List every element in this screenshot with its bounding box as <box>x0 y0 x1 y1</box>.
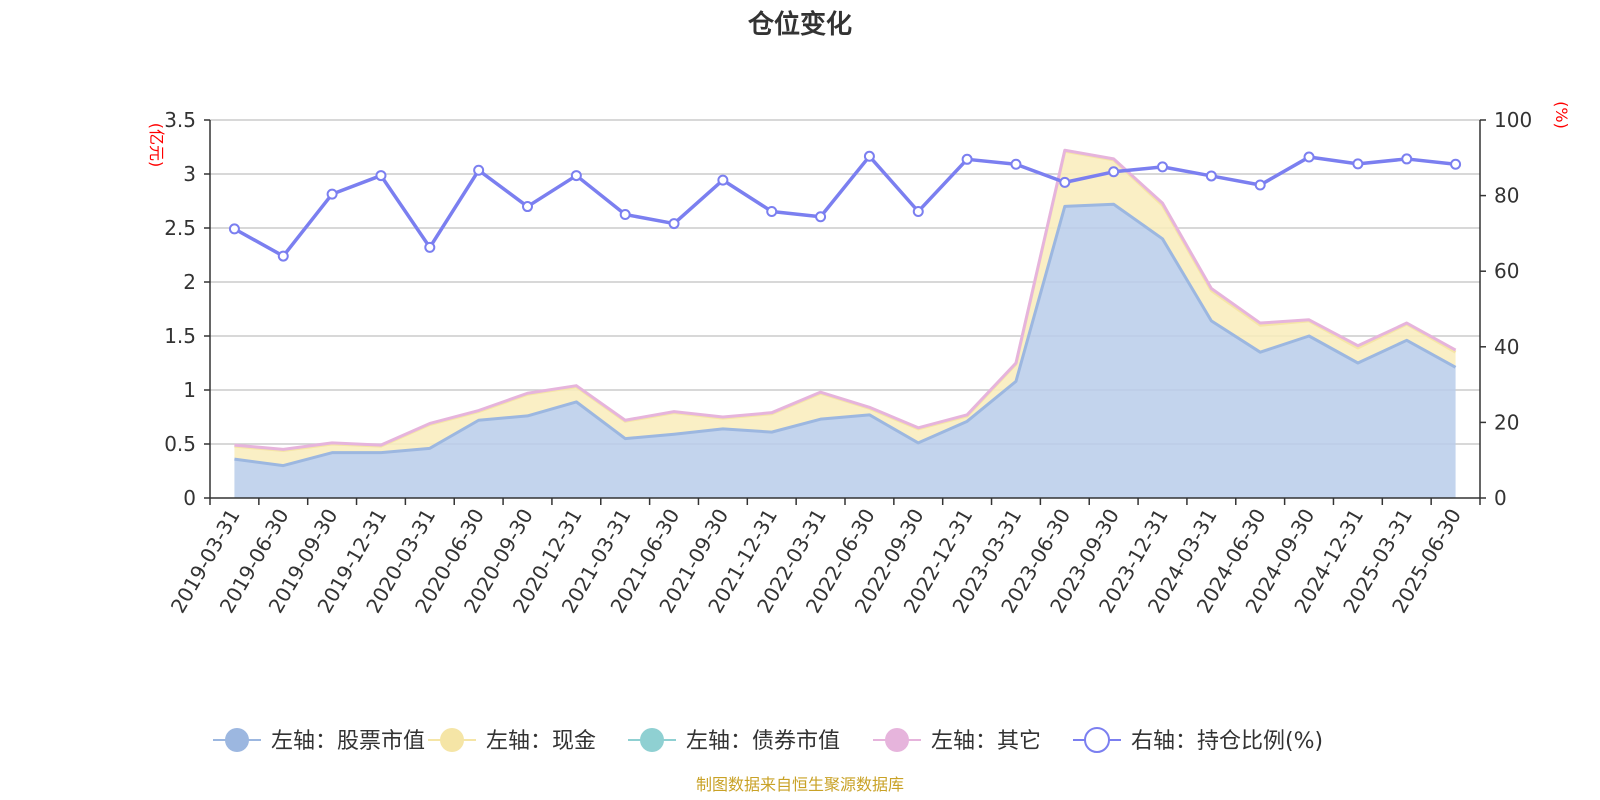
ratio-point <box>1157 161 1168 173</box>
legend-label: 右轴：持仓比例(%) <box>1131 729 1323 754</box>
ratio-point <box>1352 158 1364 170</box>
ratio-line-series <box>228 150 1462 262</box>
ratio-point <box>717 174 729 186</box>
ratio-point <box>1205 170 1217 182</box>
ratio-point <box>1010 158 1022 170</box>
left-axis-tick-label: 3.5 <box>164 108 196 132</box>
left-axis-tick-label: 2.5 <box>164 216 196 240</box>
ratio-point <box>863 150 875 162</box>
ratio-point <box>228 223 240 235</box>
legend-label: 左轴：其它 <box>931 729 1041 754</box>
legend-swatch-marker <box>440 728 464 752</box>
ratio-point <box>961 153 973 165</box>
area-edge <box>234 148 1457 451</box>
ratio-line <box>233 154 1456 258</box>
grid-lines <box>210 119 1480 445</box>
ratio-point <box>668 218 680 230</box>
ratio-point <box>1108 166 1120 178</box>
left-axis-tick-label: 0.5 <box>164 432 196 456</box>
left-axis-tick-label: 3 <box>183 162 196 186</box>
right-axis-tick-label: 80 <box>1494 184 1519 208</box>
area-edge <box>234 202 1457 468</box>
right-axis-tick-label: 40 <box>1494 335 1519 359</box>
ratio-point <box>424 241 436 253</box>
legend-label: 左轴：现金 <box>486 729 596 754</box>
ratio-point <box>1303 151 1315 163</box>
ratio-point <box>619 209 631 220</box>
right-axis-tick-label: 100 <box>1494 108 1532 132</box>
legend-label: 左轴：股票市值 <box>271 729 425 754</box>
ratio-point <box>277 250 289 262</box>
ratio-point <box>1401 153 1413 165</box>
data-source-note: 制图数据来自恒生聚源数据库 <box>696 775 904 794</box>
legend-swatch-marker <box>885 728 909 752</box>
left-axis-tick-label: 1.5 <box>164 324 196 348</box>
legend-swatch-marker <box>640 728 664 752</box>
legend: 左轴：股票市值 左轴：现金 左轴：债券市值 左轴：其它 右轴：持仓比例(%) <box>213 727 1323 754</box>
left-axis-tick-label: 1 <box>183 378 196 402</box>
area-fill <box>234 204 1456 499</box>
right-axis-unit: (%) <box>1552 101 1571 129</box>
right-axis-tick-label: 60 <box>1494 259 1519 283</box>
right-axis-tick-label: 20 <box>1494 410 1519 434</box>
ratio-point <box>473 164 485 176</box>
ratio-point <box>1254 179 1266 191</box>
area-series <box>234 148 1457 499</box>
ratio-point <box>375 170 387 182</box>
chart-title: 仓位变化 <box>747 9 852 40</box>
left-axis-tick-label: 2 <box>183 270 196 294</box>
left-axis-tick-label: 0 <box>183 486 196 510</box>
ratio-point <box>326 188 338 200</box>
ratio-point <box>815 211 827 223</box>
left-axis-unit: (亿元) <box>147 123 166 168</box>
ratio-point <box>522 201 533 213</box>
ratio-point <box>1450 158 1462 170</box>
legend-swatch-marker <box>1084 727 1110 753</box>
ratio-point <box>1059 176 1071 188</box>
ratio-point <box>912 205 924 217</box>
ratio-point <box>766 205 778 217</box>
legend-label: 左轴：债券市值 <box>686 729 840 754</box>
ratio-point <box>570 170 582 182</box>
legend-swatch-marker <box>225 728 249 752</box>
right-axis-tick-label: 0 <box>1494 486 1507 510</box>
